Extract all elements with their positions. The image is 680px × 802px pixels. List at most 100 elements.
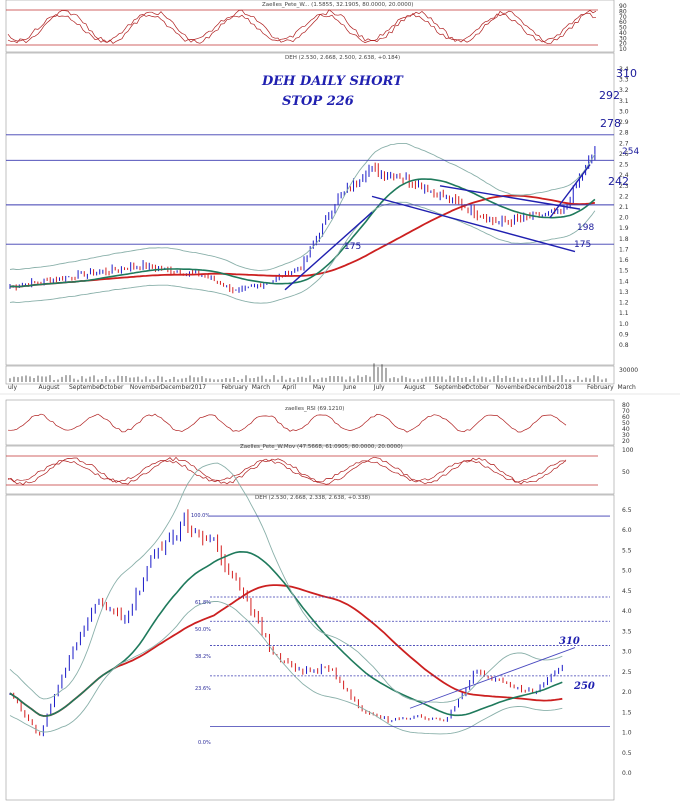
top-price-axis-tick: 2.4	[619, 172, 629, 179]
bottom-rsi-title: zaelles_RSI (69.1210)	[285, 406, 344, 412]
support-label: 175	[574, 240, 591, 250]
target-label: 242	[608, 175, 629, 188]
bottom-price-axis-tick: 5.0	[622, 568, 632, 575]
bottom-rsi-axis-tick: 20	[622, 438, 630, 445]
top-price-axis-tick: 2.9	[619, 119, 629, 126]
x-axis-month-label: November	[496, 384, 528, 391]
bottom-rsi-line	[7, 413, 567, 433]
bottom-price-axis-tick: 6.5	[622, 507, 632, 514]
top-price-axis-tick: 2.0	[619, 215, 629, 222]
bottom-target-label: 310	[559, 636, 580, 647]
target-label: 254	[622, 147, 639, 157]
bottom-price-axis-tick: 0.5	[622, 750, 632, 757]
bottom-stoch-axis-tick: 50	[622, 469, 630, 476]
bottom-price-axis-tick: 4.0	[622, 608, 632, 615]
x-axis-month-label: 2017	[191, 384, 206, 391]
bottom-target-label: 250	[573, 681, 595, 692]
x-axis-month-label: July	[373, 384, 385, 391]
top-price-axis-tick: 1.2	[619, 300, 629, 307]
bottom-rsi-axis-tick: 30	[622, 432, 630, 439]
bottom-stochastic-signal-line	[7, 460, 567, 483]
x-axis-month-label: October	[99, 384, 124, 391]
target-label: 278	[600, 117, 621, 130]
top-price-axis-tick: 3.4	[619, 66, 629, 73]
x-axis-month-label: 2018	[557, 384, 572, 391]
x-axis-month-label: November	[130, 384, 162, 391]
top-stoch-axis-tick: 30	[619, 35, 627, 42]
x-axis-month-label: October	[465, 384, 490, 391]
top-price-axis-tick: 3.1	[619, 98, 629, 105]
x-axis-month-label: February	[587, 384, 614, 391]
bollinger-lower-line	[9, 201, 596, 304]
top-price-axis-tick: 3.0	[619, 108, 629, 115]
bottom-price-axis-tick: 6.0	[622, 527, 632, 534]
bottom-price-axis-tick: 1.5	[622, 709, 632, 716]
top-price-axis-tick: 2.8	[619, 130, 629, 137]
moving-average-long-line	[9, 194, 596, 288]
bottom-rsi-axis-tick: 70	[622, 408, 630, 415]
fib-label: 50.0%	[195, 627, 211, 633]
bottom-rsi-axis-tick: 50	[622, 420, 630, 427]
target-label: 310	[616, 67, 637, 80]
top-stoch-axis-tick: 70	[619, 14, 627, 21]
x-axis-month-label: uly	[8, 384, 17, 391]
bottom-price-panel	[5, 494, 615, 801]
x-axis-month-label: December	[160, 384, 192, 391]
top-stoch-axis-tick: 80	[619, 8, 627, 15]
x-axis-month-label: August	[38, 384, 60, 391]
top-price-axis-tick: 0.9	[619, 331, 629, 338]
fib-label: 23.6%	[195, 686, 211, 692]
bottom-price-axis-tick: 4.5	[622, 588, 632, 595]
x-axis-month-label: September	[69, 384, 103, 391]
top-price-axis-tick: 2.1	[619, 204, 629, 211]
bottom-price-axis-tick: 3.5	[622, 628, 632, 635]
top-price-axis-tick: 2.6	[619, 151, 629, 158]
trendline-down	[371, 195, 576, 253]
top-price-axis-tick: 0.8	[619, 342, 629, 349]
top-price-axis-tick: 1.1	[619, 310, 629, 317]
fib-label: 0.0%	[198, 740, 211, 746]
bollinger-upper-line	[9, 142, 596, 271]
x-axis-month-label: March	[252, 384, 270, 391]
volume-axis-tick: 30000	[619, 367, 638, 374]
x-axis-month-label: April	[282, 384, 296, 391]
bottom-price-axis-tick: 5.5	[622, 547, 632, 554]
top-stoch-axis-tick: 60	[619, 19, 627, 26]
top-price-axis-tick: 3.3	[619, 77, 629, 84]
top-price-axis-tick: 1.7	[619, 246, 629, 253]
x-axis-month-label: August	[404, 384, 426, 391]
top-stoch-title: Zaelles_Pete_W... (1.5855, 32.1905, 80.0…	[262, 2, 413, 8]
bottom-price-axis-tick: 1.0	[622, 730, 632, 737]
bottom-stochastic-line	[7, 456, 567, 486]
top-price-axis-tick: 1.6	[619, 257, 629, 264]
bottom-rsi-axis-tick: 40	[622, 426, 630, 433]
top-price-axis-tick: 1.9	[619, 225, 629, 232]
top-price-axis-tick: 2.2	[619, 193, 629, 200]
bottom-rsi-panel	[5, 399, 615, 446]
fib-label: 38.2%	[195, 654, 211, 660]
top-price-axis-tick: 1.0	[619, 321, 629, 328]
top-stochastic-signal-line	[7, 12, 597, 44]
bottom-stoch-panel	[5, 445, 615, 495]
chart-subtitle: STOP 226	[282, 94, 354, 109]
bottom-rsi-axis-tick: 80	[622, 402, 630, 409]
trendline-up	[284, 211, 373, 291]
fib-label: 100.0%	[191, 513, 210, 519]
bottom-price-axis-tick: 2.5	[622, 669, 632, 676]
bottom-price-axis-tick: 2.0	[622, 689, 632, 696]
bottom-moving-average-mid-line	[9, 550, 563, 717]
x-axis-month-label: May	[313, 384, 326, 391]
support-label: 175	[344, 242, 361, 252]
bottom-price-axis-tick: 3.0	[622, 649, 632, 656]
top-price-axis-tick: 2.5	[619, 162, 629, 169]
top-price-axis-tick: 3.2	[619, 87, 629, 94]
bottom-bollinger-lower-line	[9, 600, 563, 735]
bottom-price-title: DEH (2.530, 2.668, 2.338, 2.638, +0.338)	[255, 495, 370, 501]
bottom-stoch-axis-tick: 100	[622, 447, 634, 454]
top-price-axis-tick: 1.3	[619, 289, 629, 296]
top-price-axis-tick: 1.5	[619, 268, 629, 275]
bottom-stoch-title: Zaelles_Pete_W.Mov (47.5668, 61.0905, 80…	[240, 444, 403, 450]
fib-label: 61.8%	[195, 600, 211, 606]
top-stoch-axis-tick: 50	[619, 25, 627, 32]
